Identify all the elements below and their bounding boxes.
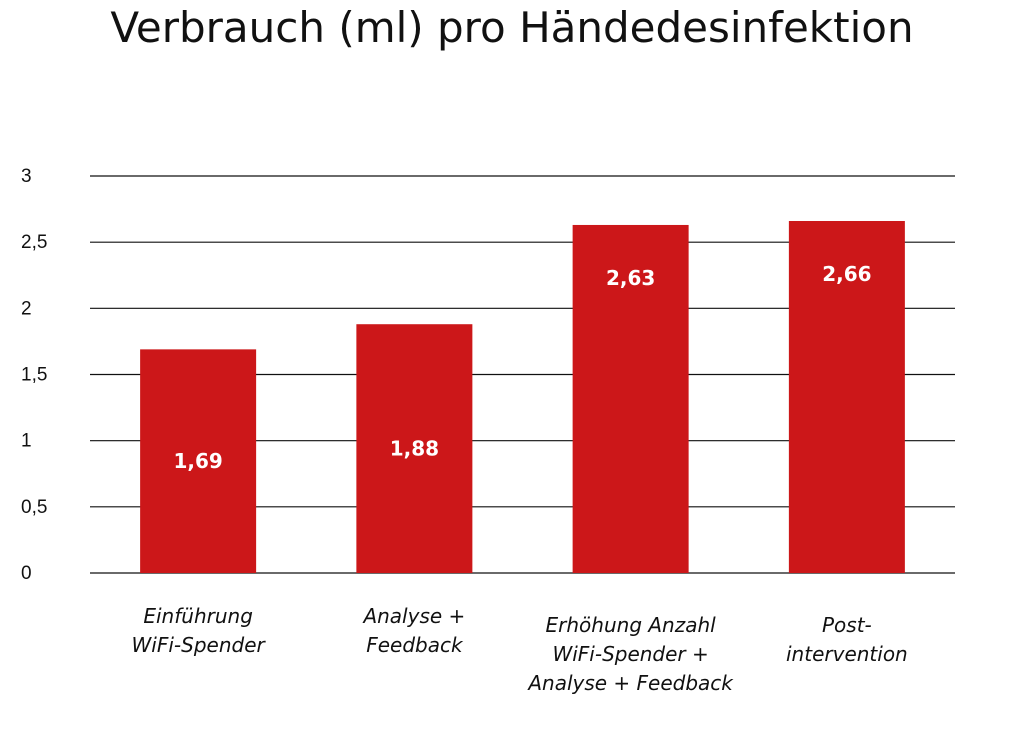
bars	[140, 220, 905, 574]
y-tick-label: 2,5	[21, 232, 47, 253]
bar	[572, 224, 689, 574]
y-tick-label: 1,5	[21, 365, 47, 386]
bar	[356, 324, 473, 573]
category-label: WiFi-Spender +	[552, 642, 708, 666]
y-tick-label: 0,5	[21, 497, 47, 518]
category-label: Post-	[822, 613, 872, 637]
y-tick-label: 3	[21, 166, 32, 187]
category-label: WiFi-Spender	[132, 633, 267, 657]
category-label: Erhöhung Anzahl	[546, 613, 717, 637]
x-axis-categories: Einführung WiFi-Spender Analyse + Feedback E…	[132, 604, 908, 695]
data-label: 1,69	[173, 449, 222, 473]
category-label: Feedback	[366, 633, 464, 657]
category-label: Einführung	[143, 604, 253, 628]
data-labels: 1,69 1,88 2,63 2,66	[173, 262, 871, 473]
chart-title: Verbrauch (ml) pro Händedesinfektion	[110, 3, 913, 52]
bar	[140, 349, 257, 573]
data-label: 1,88	[390, 437, 439, 461]
y-tick-label: 2	[21, 298, 32, 319]
category-label: intervention	[786, 642, 908, 666]
bar	[788, 220, 905, 573]
y-tick-label: 1	[21, 431, 32, 452]
y-axis-ticks: 0 0,5 1 1,5 2 2,5 3	[21, 166, 47, 584]
data-label: 2,66	[822, 262, 871, 286]
category-label: Analyse +	[361, 604, 465, 628]
category-label: Analyse + Feedback	[526, 671, 734, 695]
y-tick-label: 0	[21, 563, 32, 584]
data-label: 2,63	[606, 266, 655, 290]
